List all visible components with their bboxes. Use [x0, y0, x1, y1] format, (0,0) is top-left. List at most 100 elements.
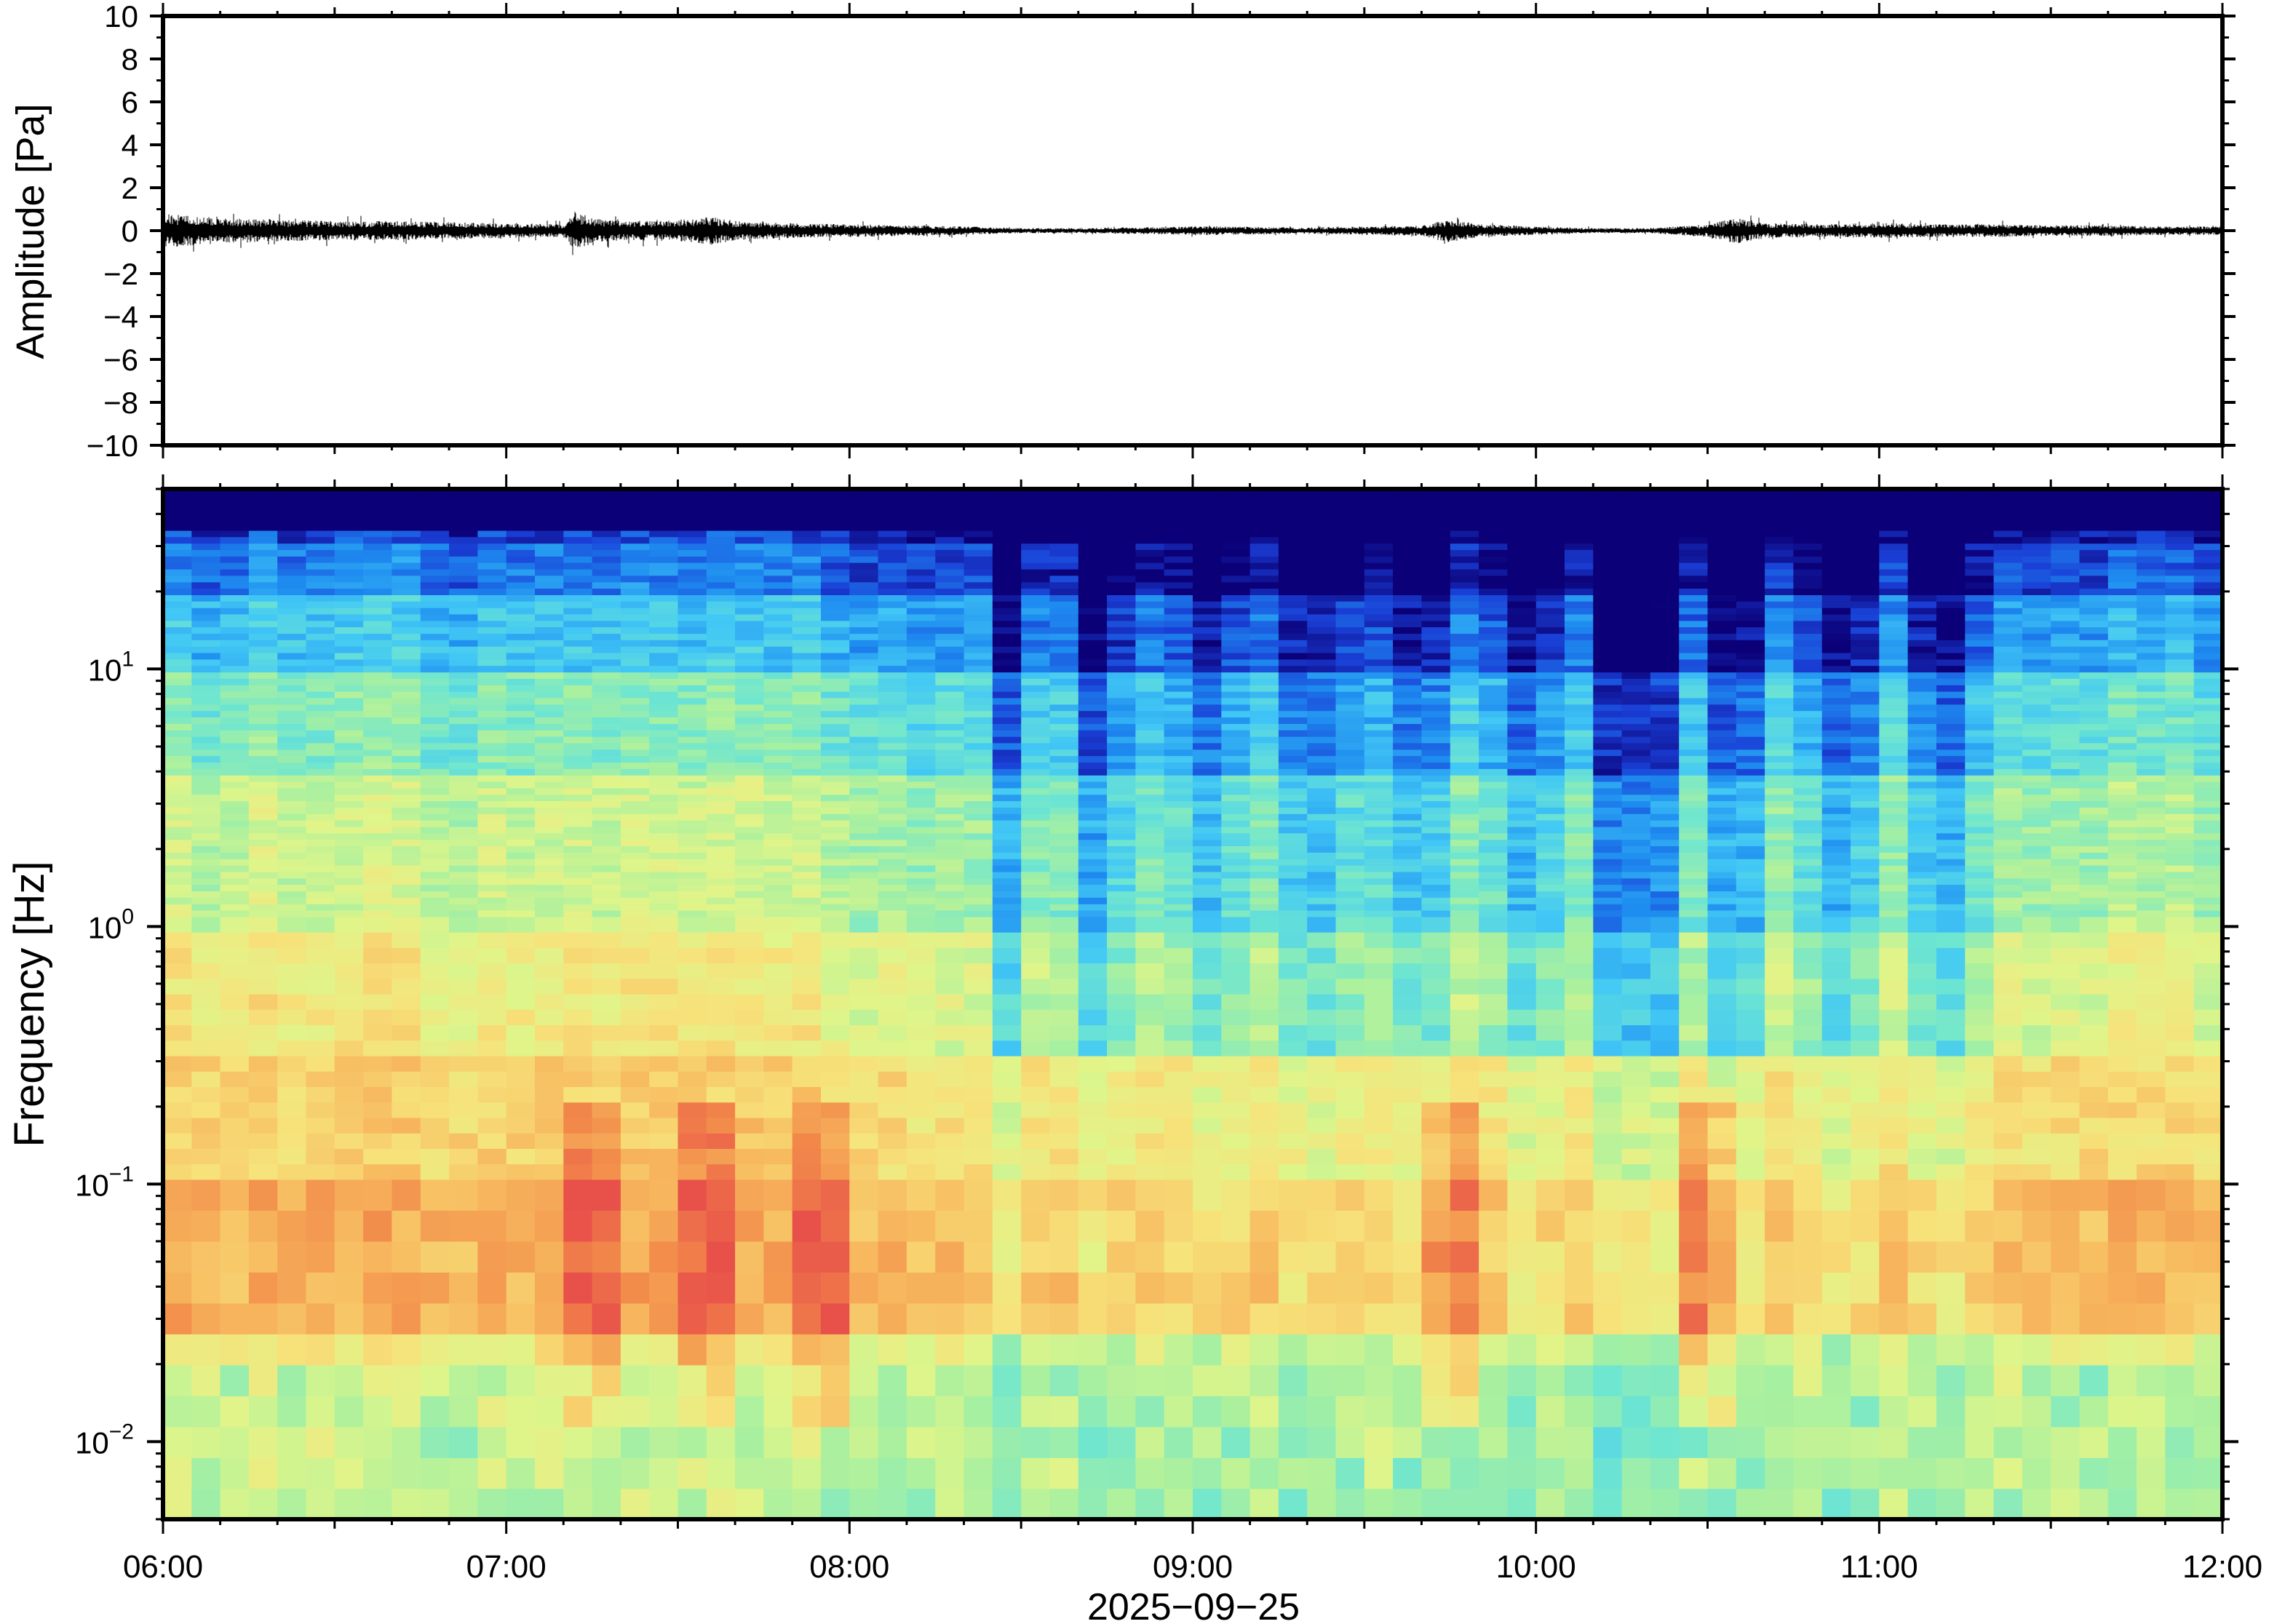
spectrogram-cell	[477, 672, 507, 679]
spectrogram-cell	[1535, 909, 1565, 918]
spectrogram-cell	[592, 594, 621, 602]
spectrogram-cell	[677, 652, 707, 660]
spectrogram-cell	[1135, 543, 1165, 550]
spectrogram-cell	[1450, 891, 1479, 898]
spectrogram-cell	[1249, 613, 1279, 621]
spectrogram-cell	[191, 1179, 221, 1211]
spectrogram-cell	[1421, 568, 1451, 576]
spectrogram-cell	[1249, 852, 1279, 859]
spectrogram-cell	[992, 530, 1022, 538]
spectrogram-cell	[277, 536, 307, 544]
spectrogram-cell	[506, 672, 536, 679]
spectrogram-cell	[506, 1396, 536, 1428]
spectrogram-cell	[963, 891, 993, 898]
spectrogram-cell	[220, 1040, 250, 1056]
spectrogram-cell	[649, 594, 679, 602]
spectrogram-cell	[1307, 755, 1337, 763]
spectrogram-cell	[506, 1457, 536, 1489]
spectrogram-cell	[1507, 807, 1537, 814]
spectrogram-cell	[963, 556, 993, 563]
spectrogram-cell	[563, 498, 593, 506]
spectrogram-cell	[735, 620, 765, 628]
spectrogram-cell	[506, 1148, 536, 1165]
spectrogram-cell	[735, 794, 765, 802]
spectrogram-cell	[563, 717, 593, 724]
spectrogram-cell	[963, 717, 993, 724]
spectrogram-cell	[878, 884, 907, 892]
spectrogram-cell	[706, 678, 736, 685]
spectrogram-cell	[1479, 1364, 1509, 1396]
spectrogram-cell	[506, 1117, 536, 1134]
spectrogram-cell	[1249, 581, 1279, 589]
spectrogram-cell	[1193, 645, 1223, 653]
spectrogram-cell	[735, 839, 765, 846]
spectrogram-cell	[1249, 1364, 1279, 1396]
spectrogram-cell	[1221, 690, 1251, 698]
spectrogram-cell	[878, 530, 907, 538]
spectrogram-cell	[1364, 607, 1394, 615]
spectrogram-cell	[992, 807, 1022, 814]
spectrogram-cell	[792, 774, 822, 782]
spectrogram-cell	[1249, 626, 1279, 634]
spectrogram-cell	[1507, 963, 1537, 979]
spectrogram-cell	[306, 1071, 335, 1087]
spectrogram-cell	[1593, 491, 1623, 499]
spectrogram-cell	[677, 517, 707, 525]
spectrogram-cell	[1364, 581, 1394, 589]
spectrogram-cell	[248, 658, 278, 666]
spectrogram-cell	[620, 781, 650, 789]
spectrogram-cell	[1049, 781, 1079, 789]
spectrogram-cell	[1107, 717, 1137, 724]
spectrogram-cell	[1535, 903, 1565, 911]
spectrogram-cell	[1450, 1024, 1479, 1041]
spectrogram-cell	[1049, 588, 1079, 595]
spectrogram-cell	[1535, 697, 1565, 705]
spectrogram-cell	[1078, 864, 1108, 872]
spectrogram-cell	[706, 626, 736, 634]
spectrogram-cell	[1307, 807, 1337, 814]
spectrogram-cell	[277, 749, 307, 757]
spectrogram-cell	[1249, 523, 1279, 531]
spectrogram-cell	[563, 665, 593, 673]
spectrogram-cell	[1021, 536, 1051, 544]
spectrogram-cell	[1421, 658, 1451, 666]
spectrogram-cell	[363, 530, 393, 538]
spectrogram-cell	[1450, 562, 1479, 570]
spectrogram-cell	[620, 1488, 650, 1519]
spectrogram-cell	[392, 897, 421, 904]
spectrogram-cell	[1535, 690, 1565, 698]
spectrogram-cell	[706, 530, 736, 538]
spectrogram-cell	[306, 1009, 335, 1026]
spectrogram-cell	[1249, 1040, 1279, 1056]
spectrogram-cell	[306, 1040, 335, 1056]
spectrogram-cell	[935, 504, 965, 512]
spectrogram-cell	[649, 800, 679, 808]
spectrogram-cell	[248, 963, 278, 979]
spectrogram-cell	[677, 730, 707, 737]
spectrogram-cell	[334, 658, 364, 666]
spectrogram-cell	[1593, 787, 1623, 795]
spectrogram-cell	[1593, 832, 1623, 840]
spectrogram-cell	[392, 871, 421, 879]
spectrogram-cell	[248, 562, 278, 570]
spectrogram-cell	[1049, 594, 1079, 602]
spectrogram-cell	[392, 658, 421, 666]
spectrogram-cell	[992, 665, 1022, 673]
spectrogram-cell	[1421, 1426, 1451, 1458]
spectrogram-cell	[1221, 832, 1251, 840]
spectrogram-cell	[1507, 832, 1537, 840]
spectrogram-cell	[1221, 1179, 1251, 1211]
spectrogram-cell	[392, 710, 421, 717]
spectrogram-cell	[1307, 601, 1337, 608]
spectrogram-cell	[592, 1040, 621, 1056]
spectrogram-cell	[1535, 613, 1565, 621]
spectrogram-cell	[477, 963, 507, 979]
spectrogram-cell	[1507, 730, 1537, 737]
spectrogram-cell	[334, 1009, 364, 1026]
spectrogram-cell	[306, 794, 335, 802]
spectrogram-cell	[248, 819, 278, 827]
spectrogram-cell	[1335, 556, 1365, 563]
spectrogram-cell	[1221, 1055, 1251, 1072]
spectrogram-cell	[1249, 1396, 1279, 1428]
spectrogram-cell	[220, 963, 250, 979]
